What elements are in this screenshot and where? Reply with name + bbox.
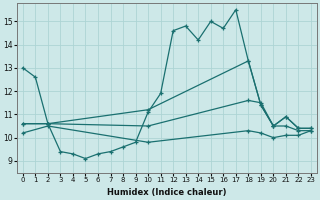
X-axis label: Humidex (Indice chaleur): Humidex (Indice chaleur) [107,188,227,197]
